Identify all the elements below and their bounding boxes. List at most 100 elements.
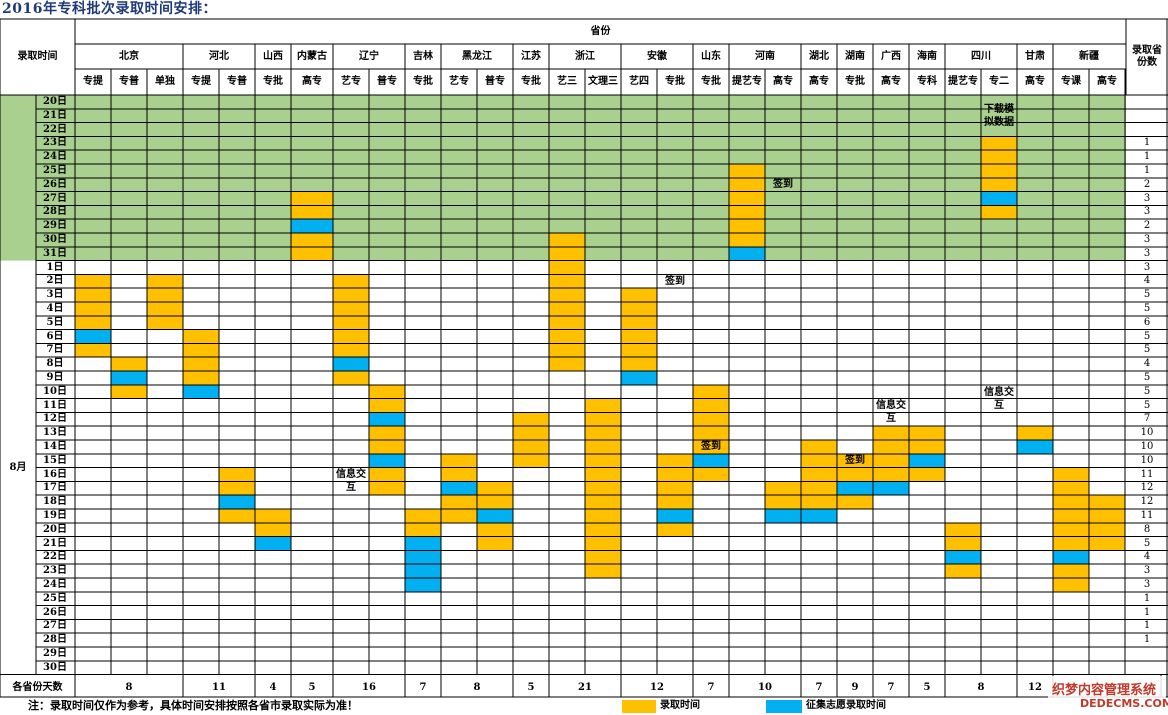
province-days-15: 5 bbox=[923, 681, 931, 693]
province-days-11: 10 bbox=[758, 681, 772, 693]
admission-count: 1 bbox=[1143, 620, 1151, 632]
legend-collect-swatch bbox=[766, 700, 802, 713]
province-14: 广西 bbox=[881, 50, 901, 62]
admission-count: 4 bbox=[1143, 275, 1151, 287]
admission-period-block bbox=[1017, 426, 1053, 440]
august-day-label: 18日 bbox=[43, 496, 67, 508]
province-1: 河北 bbox=[209, 50, 229, 62]
schedule-note: 签到 bbox=[773, 179, 793, 191]
province-sub-13-0: 专批 bbox=[845, 76, 865, 87]
province-sub-1-1: 专普 bbox=[227, 76, 247, 87]
province-3: 内蒙古 bbox=[297, 50, 327, 62]
admission-period-block bbox=[219, 509, 255, 523]
schedule-note: 信息交互 bbox=[984, 386, 1014, 411]
legend-admit-swatch bbox=[622, 700, 656, 713]
admission-count: 2 bbox=[1143, 178, 1151, 190]
province-10: 山东 bbox=[701, 50, 721, 62]
admission-count: 12 bbox=[1140, 482, 1154, 494]
province-sub-6-1: 普专 bbox=[485, 76, 505, 87]
province-11: 河南 bbox=[755, 50, 775, 62]
july-day-label: 31日 bbox=[43, 247, 67, 259]
admission-count: 1 bbox=[1143, 165, 1151, 176]
legend-collect-label: 征集志愿录取时间 bbox=[806, 700, 886, 711]
supplementary-admission-block bbox=[255, 536, 291, 551]
admission-period-block bbox=[981, 205, 1017, 220]
province-sub-9-1: 专批 bbox=[665, 76, 685, 87]
province-sub-18-0: 专课 bbox=[1061, 76, 1081, 87]
august-day-label: 12日 bbox=[43, 413, 67, 425]
supplementary-admission-block bbox=[945, 550, 981, 565]
province-2: 山西 bbox=[263, 50, 283, 62]
admission-period-block bbox=[945, 564, 981, 578]
admission-period-block bbox=[801, 440, 837, 509]
schedule-note: 下载模拟数据 bbox=[984, 103, 1014, 128]
admission-count bbox=[1126, 95, 1168, 109]
supplementary-admission-block bbox=[477, 509, 513, 523]
supplementary-admission-block bbox=[909, 453, 945, 468]
admission-count: 5 bbox=[1143, 303, 1151, 314]
august-label: 8月 bbox=[9, 461, 27, 473]
august-day-label: 23日 bbox=[43, 565, 67, 577]
admission-period-block bbox=[693, 467, 729, 482]
province-days-1: 11 bbox=[212, 681, 226, 693]
admission-count: 1 bbox=[1143, 151, 1151, 163]
admission-count: 11 bbox=[1140, 510, 1154, 521]
admission-count: 5 bbox=[1143, 399, 1151, 411]
august-day-label: 14日 bbox=[43, 441, 67, 452]
province-sub-1-0: 专提 bbox=[191, 76, 211, 87]
july-day-label: 23日 bbox=[43, 137, 67, 149]
schedule-note: 签到 bbox=[845, 455, 865, 467]
august-day-label: 16日 bbox=[43, 468, 67, 480]
admission-count: 5 bbox=[1143, 330, 1151, 342]
july-day-label: 25日 bbox=[43, 165, 67, 176]
august-day-label: 28日 bbox=[43, 634, 67, 646]
supplementary-admission-block bbox=[873, 481, 909, 496]
province-days-5: 7 bbox=[419, 681, 427, 693]
july-day-label: 28日 bbox=[43, 206, 67, 218]
province-sub-16-0: 提艺专 bbox=[948, 76, 978, 87]
supplementary-admission-block bbox=[765, 509, 801, 523]
province-days-6: 8 bbox=[473, 681, 481, 693]
august-day-label: 1日 bbox=[46, 261, 64, 273]
admission-count: 3 bbox=[1143, 234, 1151, 245]
supplementary-admission-block bbox=[183, 384, 219, 399]
province-9: 安徽 bbox=[647, 50, 667, 62]
supplementary-admission-block bbox=[1053, 550, 1089, 565]
august-day-label: 6日 bbox=[46, 330, 64, 342]
province-days-17: 12 bbox=[1028, 681, 1042, 693]
admission-count: 5 bbox=[1143, 537, 1151, 549]
admission-period-block bbox=[75, 343, 111, 358]
admission-count: 10 bbox=[1140, 441, 1154, 452]
legend-admit-label: 录取时间 bbox=[660, 700, 700, 711]
province-days-12: 7 bbox=[815, 681, 823, 693]
province-sub-0-0: 专提 bbox=[83, 76, 103, 87]
province-17: 甘肃 bbox=[1025, 50, 1045, 62]
province-sub-12-0: 高专 bbox=[809, 76, 829, 87]
province-sub-14-0: 高专 bbox=[881, 76, 901, 87]
august-day-label: 7日 bbox=[46, 344, 64, 356]
july-day-label: 27日 bbox=[43, 192, 67, 204]
supplementary-admission-block bbox=[729, 246, 765, 261]
supplementary-admission-block bbox=[333, 357, 369, 371]
province-days-3: 5 bbox=[308, 681, 316, 693]
province-sub-5-0: 专批 bbox=[413, 76, 433, 87]
admission-period-block bbox=[657, 522, 693, 537]
supplementary-admission-block bbox=[981, 191, 1017, 206]
august-day-label: 5日 bbox=[46, 316, 64, 328]
august-day-label: 17日 bbox=[43, 482, 67, 494]
schedule-note: 信息交互 bbox=[876, 400, 906, 425]
admission-count: 7 bbox=[1143, 413, 1151, 425]
august-day-label: 8日 bbox=[46, 358, 64, 370]
admission-count: 12 bbox=[1140, 496, 1154, 508]
watermark-line1: 织梦内容管理系统 bbox=[1052, 683, 1157, 698]
province-sub-17-0: 高专 bbox=[1025, 76, 1045, 87]
august-day-label: 11日 bbox=[43, 399, 67, 411]
admission-period-block bbox=[585, 453, 621, 578]
watermark bbox=[1048, 676, 1166, 714]
admission-count: 4 bbox=[1143, 551, 1151, 563]
province-sub-11-1: 高专 bbox=[773, 76, 793, 87]
admission-count: 3 bbox=[1143, 206, 1151, 218]
province-days-16: 8 bbox=[977, 681, 985, 693]
supplementary-admission-block bbox=[219, 495, 255, 509]
supplementary-admission-block bbox=[441, 481, 477, 496]
